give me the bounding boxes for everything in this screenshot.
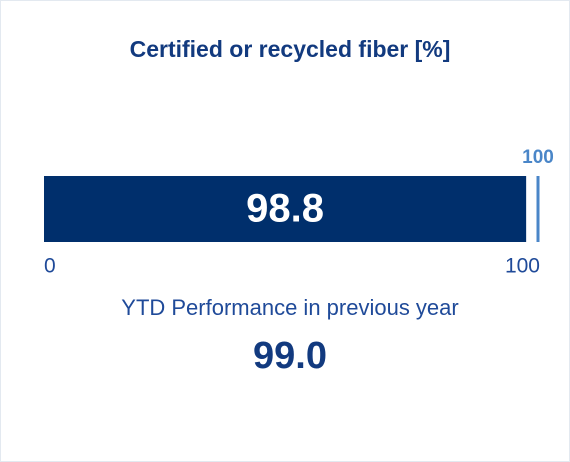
bar-value-label: 98.8 xyxy=(246,187,324,231)
x-tick-label: 0 xyxy=(44,255,56,278)
bar xyxy=(44,176,527,242)
previous-value: 99.0 xyxy=(253,335,327,377)
target-label: 100 xyxy=(522,147,554,168)
previous-label: YTD Performance in previous year xyxy=(121,295,458,320)
chart-title: Certified or recycled fiber [%] xyxy=(130,36,451,62)
x-tick-label: 100 xyxy=(505,255,540,278)
